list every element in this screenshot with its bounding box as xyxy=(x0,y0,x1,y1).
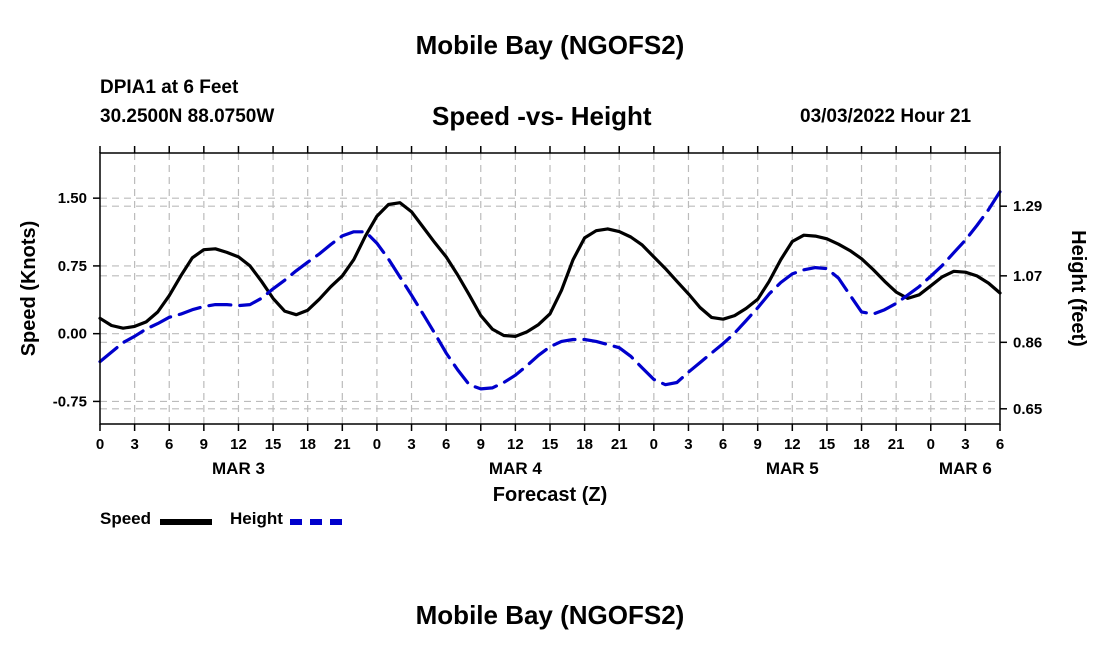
x-tick-label: 18 xyxy=(576,436,593,453)
x-tick-label: 12 xyxy=(784,436,801,453)
date-label: MAR 3 xyxy=(212,459,265,478)
y-axis-title: Speed (Knots) xyxy=(18,221,40,357)
x-tick-label: 0 xyxy=(650,436,658,453)
chart-subtitle: Speed -vs- Height xyxy=(432,101,652,131)
x-tick-label: 6 xyxy=(165,436,173,453)
date-label: MAR 4 xyxy=(489,459,542,478)
x-tick-label: 12 xyxy=(507,436,524,453)
x-tick-label: 6 xyxy=(996,436,1004,453)
x-tick-label: 21 xyxy=(611,436,628,453)
y-tick-label: 0.75 xyxy=(58,258,87,275)
x-tick-label: 9 xyxy=(754,436,762,453)
labels-layer: 0 3 6 9 12 15 18 21 0 3 6 9 12 15 18 21 0 3 6 9 12 15 18 21 0 3 6 -… xyxy=(18,190,1089,506)
x-tick-label: 12 xyxy=(230,436,247,453)
y2-tick-label: 0.86 xyxy=(1013,334,1042,351)
series-layer xyxy=(98,190,1002,391)
y2-axis-title: Height (feet) xyxy=(1067,230,1089,347)
grid-layer xyxy=(100,153,1000,424)
y2-tick-label: 0.65 xyxy=(1013,401,1042,418)
x-tick-label: 18 xyxy=(853,436,870,453)
chart-main-title: Mobile Bay (NGOFS2) xyxy=(415,30,685,60)
ticks-layer xyxy=(93,146,1007,431)
x-tick-label: 0 xyxy=(96,436,104,453)
x-axis-title: Forecast (Z) xyxy=(493,484,607,506)
y2-tick-label: 1.29 xyxy=(1013,198,1042,215)
x-tick-label: 3 xyxy=(961,436,969,453)
x-tick-label: 21 xyxy=(334,436,351,453)
forecast-datetime: 03/03/2022 Hour 21 xyxy=(800,106,972,127)
y-tick-label: -0.75 xyxy=(53,393,87,410)
x-tick-label: 0 xyxy=(373,436,381,453)
x-tick-label: 9 xyxy=(200,436,208,453)
x-tick-label: 15 xyxy=(265,436,282,453)
x-tick-label: 3 xyxy=(130,436,138,453)
x-tick-label: 9 xyxy=(477,436,485,453)
legend-height-swatch xyxy=(290,519,342,525)
chart-footer-title: Mobile Bay (NGOFS2) xyxy=(415,600,685,630)
x-tick-label: 3 xyxy=(407,436,415,453)
legend-speed-swatch xyxy=(160,519,212,525)
coordinates-label: 30.2500N 88.0750W xyxy=(100,106,275,127)
legend-speed-label: Speed xyxy=(100,509,152,528)
speed-series-line xyxy=(98,201,1002,338)
legend-height-label: Height xyxy=(230,509,283,528)
x-tick-label: 21 xyxy=(888,436,905,453)
x-tick-label: 6 xyxy=(719,436,727,453)
y-tick-label: 0.00 xyxy=(58,326,87,343)
x-tick-label: 6 xyxy=(442,436,450,453)
x-tick-label: 15 xyxy=(542,436,559,453)
y2-tick-label: 1.07 xyxy=(1013,268,1042,285)
y-tick-label: 1.50 xyxy=(58,190,87,207)
x-tick-label: 15 xyxy=(819,436,836,453)
station-label: DPIA1 at 6 Feet xyxy=(100,77,239,98)
x-tick-label: 3 xyxy=(684,436,692,453)
height-series-line xyxy=(98,190,1002,391)
x-tick-label: 0 xyxy=(927,436,935,453)
date-label: MAR 6 xyxy=(939,459,992,478)
x-tick-label: 18 xyxy=(299,436,316,453)
date-label: MAR 5 xyxy=(766,459,819,478)
